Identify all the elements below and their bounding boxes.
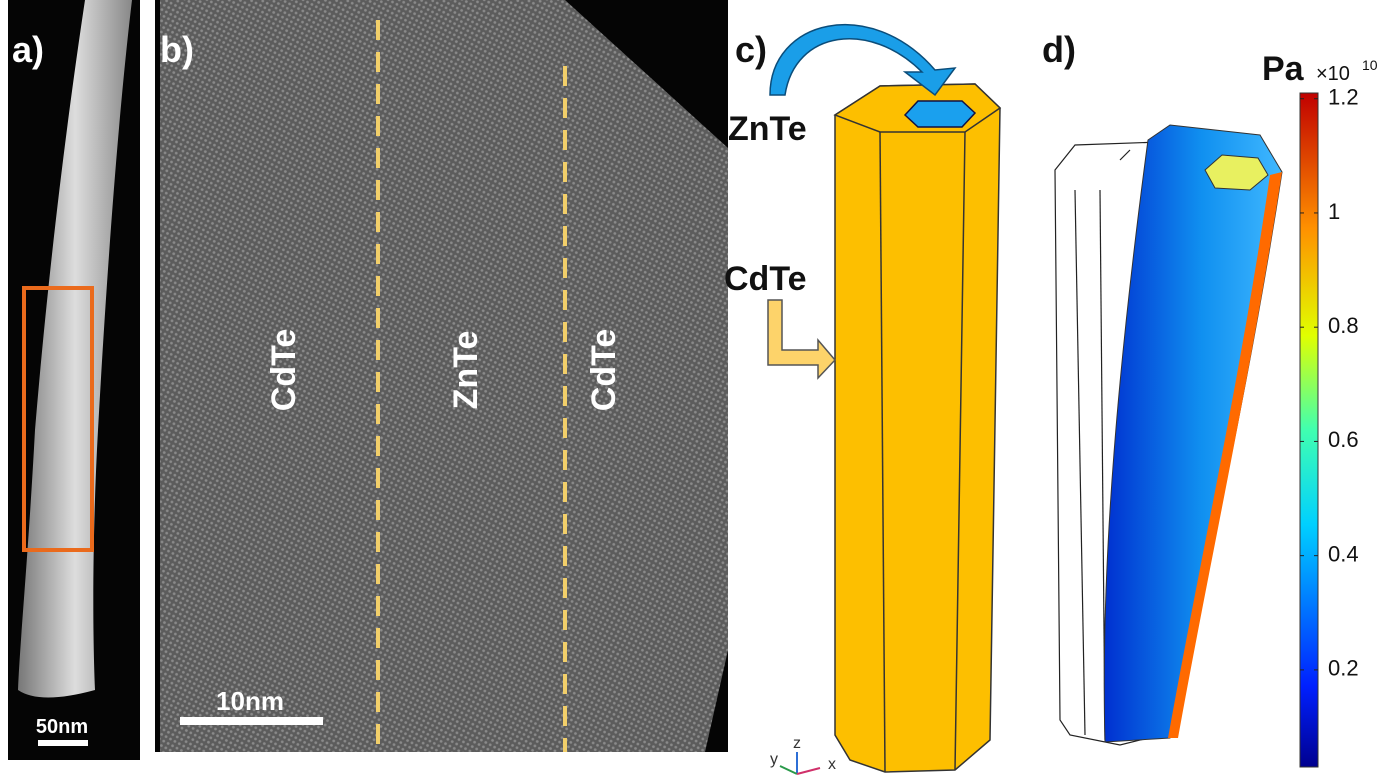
panel-label: d) [1042,29,1076,70]
colorbar-multiplier: ×10 [1316,63,1350,85]
axis-label: x [828,756,836,773]
colorbar [1300,93,1318,767]
panel-label: c) [735,29,767,70]
nanowire-model [835,84,1000,772]
scale-bar [38,740,88,746]
colorbar-tick-label: 1 [1328,199,1340,224]
scale-bar [180,717,323,725]
core-label: ZnTe [728,110,807,148]
region-label: ZnTe [447,331,485,410]
scale-bar-label: 10nm [216,686,284,716]
scale-bar-label: 50nm [36,716,88,738]
shell-arrow [768,300,835,378]
panel-label: b) [160,29,194,70]
colorbar-exponent: 10 [1362,57,1378,73]
colorbar-tick-label: 0.4 [1328,541,1359,566]
colorbar-tick-label: 0.2 [1328,656,1359,681]
figure: 50nm a) CdTe ZnTe CdTe 10nm b) ZnTe CdTe… [0,0,1398,778]
axis-label: z [793,735,801,752]
core [905,101,975,127]
shell-label: CdTe [724,260,806,298]
core-arrow [770,25,955,95]
region-label: CdTe [265,329,303,411]
axis-label: y [770,751,778,768]
region-label: CdTe [585,329,623,411]
colorbar-tick-label: 0.8 [1328,313,1359,338]
axis-arrow [797,768,820,774]
hrtem-image [160,0,728,752]
panel-label: a) [12,29,44,70]
colorbar-unit: Pa [1262,50,1305,88]
colorbar-tick-label: 1.2 [1328,85,1359,110]
axis-arrow [780,766,797,774]
colorbar-tick-label: 0.6 [1328,427,1359,452]
